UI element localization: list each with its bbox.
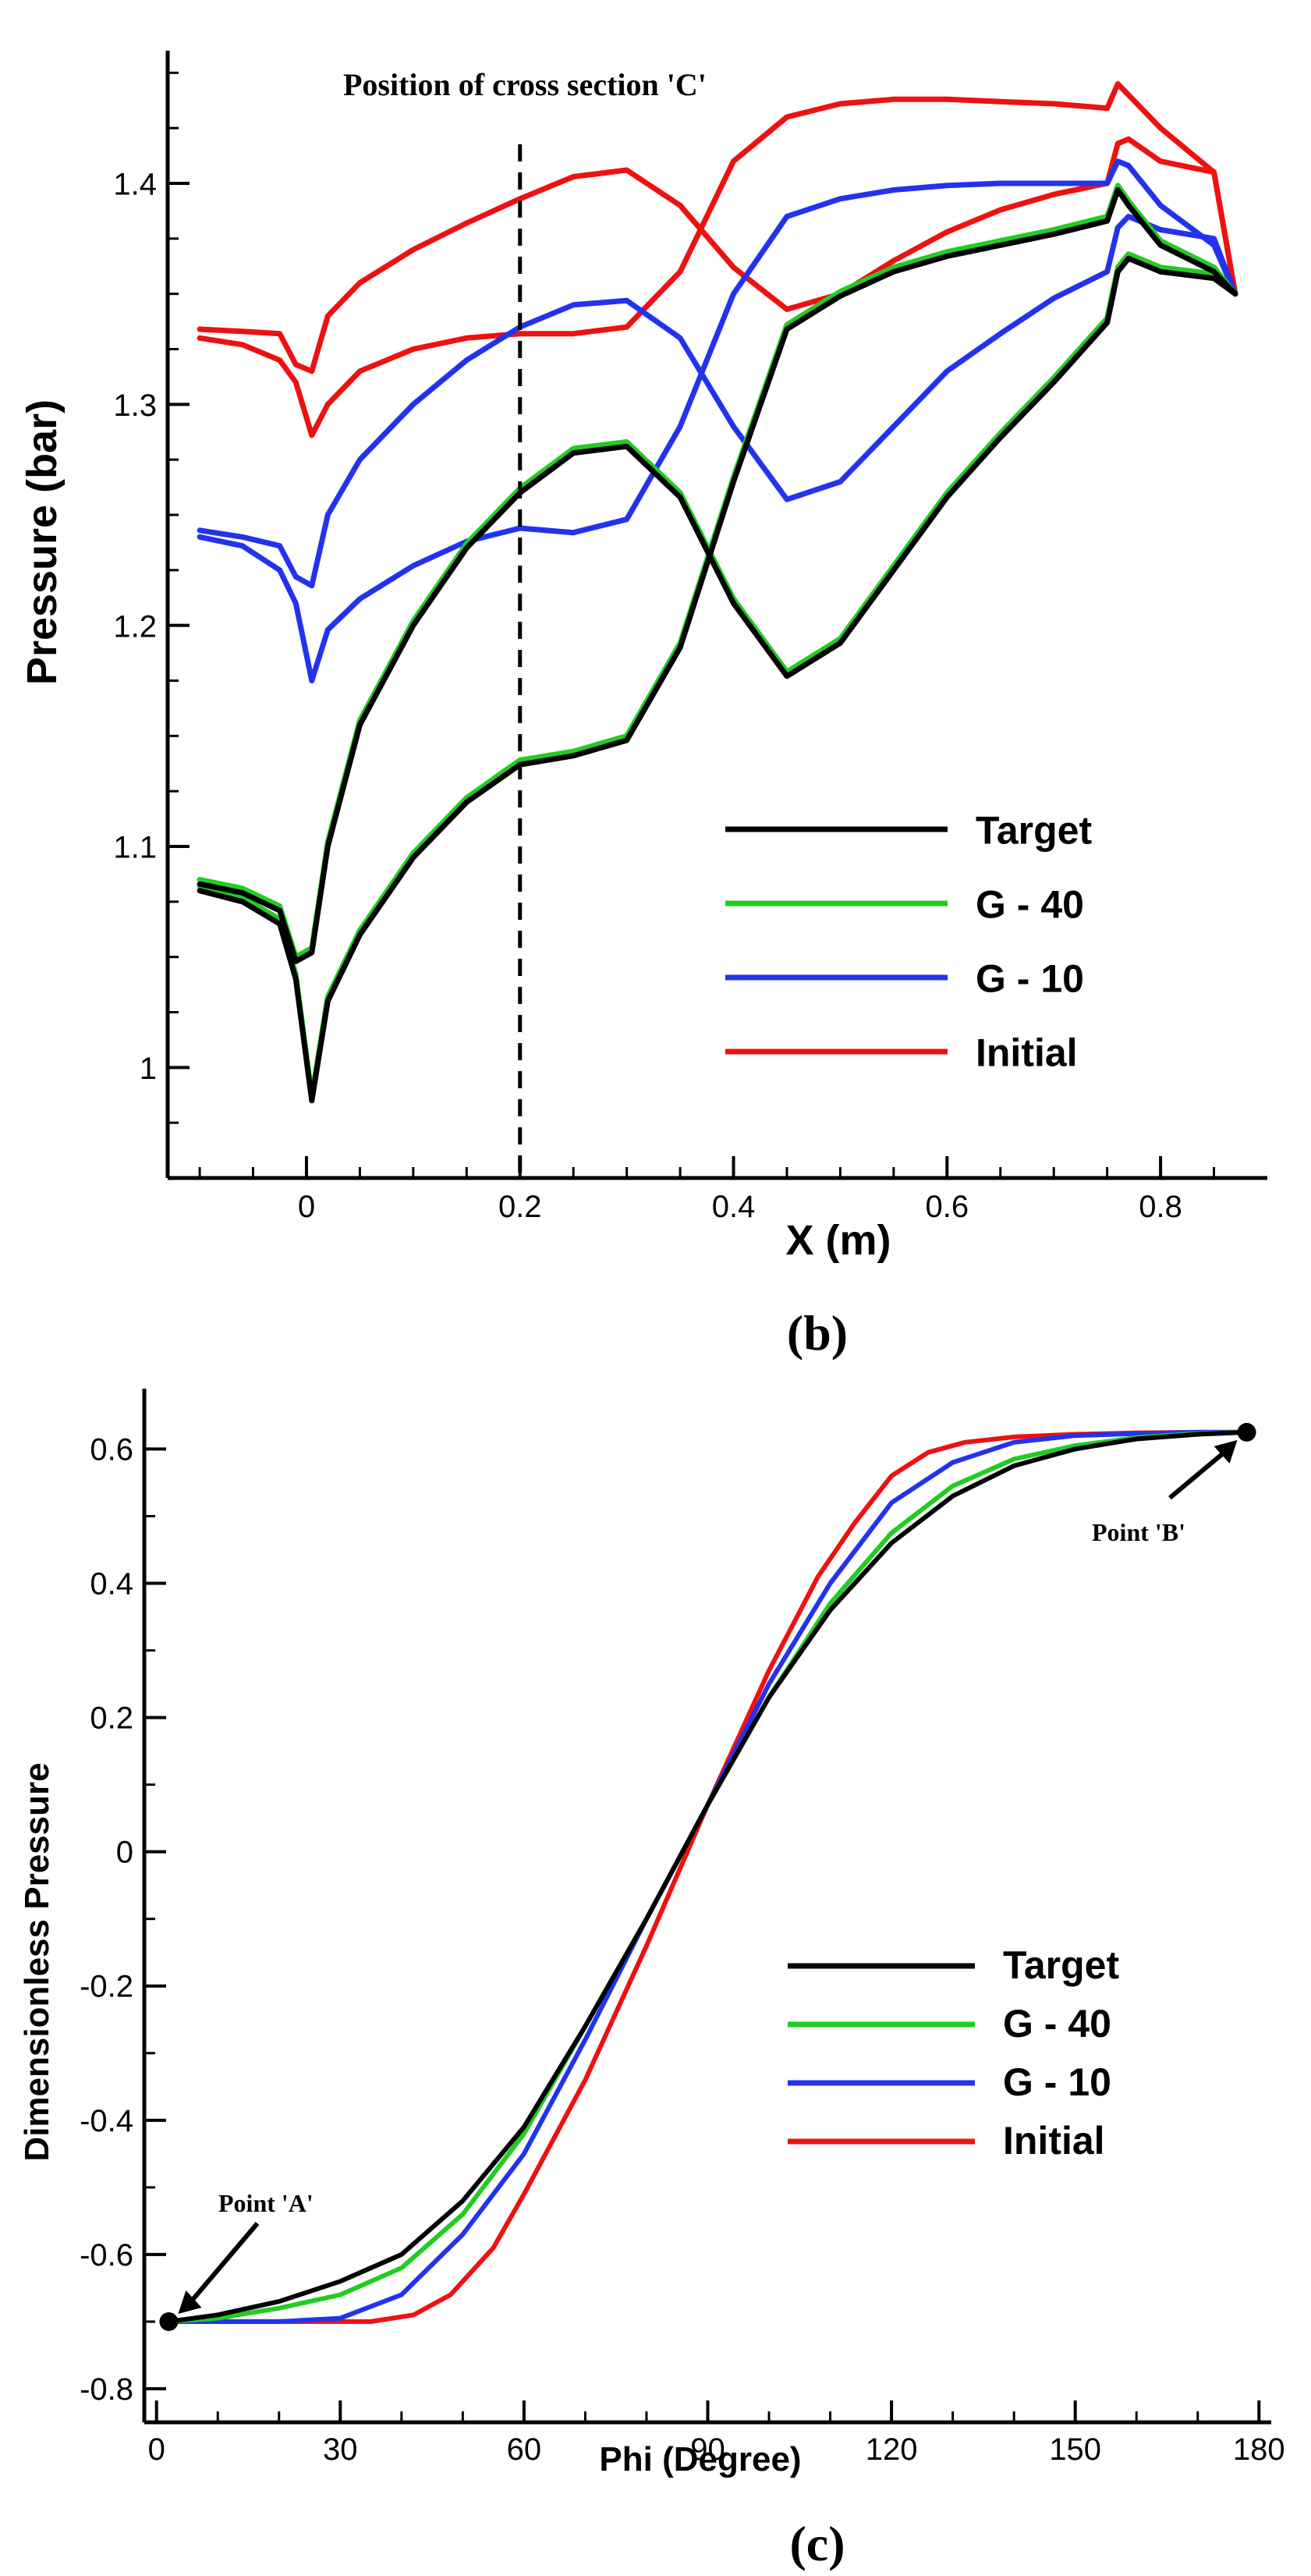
chart-b-legend: Target G - 40 G - 10 Initial (725, 809, 1092, 1075)
point-b-marker (1237, 1422, 1256, 1442)
chart-c-legend-label: G - 10 (1003, 2060, 1111, 2104)
chart-b-x-tick-label: 0 (298, 1190, 315, 1224)
chart-b-y-tick-label: 1.2 (113, 609, 157, 644)
chart-c-y-tick-label: -0.8 (80, 2372, 133, 2407)
chart-c-y-tick-label: -0.2 (80, 1970, 133, 2004)
chart-c-y-tick-label: -0.4 (80, 2104, 133, 2138)
chart-c-series-layer (166, 1429, 1249, 2324)
chart-c-y-axis-title: Dimensionless Pressure (18, 1762, 56, 2161)
chart-b-axes: 0 0.2 0.4 0.6 0.8 1 1.1 1.2 1.3 1.4 (113, 51, 1267, 1224)
chart-c-y-tick-label: 0 (116, 1836, 133, 1870)
chart-c-x-tick-label: 150 (1049, 2432, 1101, 2467)
chart-c-y-tick-label: 0.6 (90, 1432, 133, 1467)
chart-b-x-tick-label: 0.6 (926, 1190, 969, 1224)
chart-b-x-axis-title: X (m) (786, 1217, 891, 1264)
chart-c-legend-label: Target (1003, 1943, 1119, 1987)
chart-b-panel-label: (b) (787, 1305, 848, 1361)
chart-c-y-tick-label: -0.6 (80, 2238, 133, 2273)
chart-c-annotations: Point 'A' Point 'B' (159, 1422, 1256, 2331)
chart-b-y-axis-title: Pressure (bar) (19, 399, 66, 685)
chart-b-y-tick-label: 1.4 (113, 168, 157, 202)
chart-b-x-tick-label: 0.4 (712, 1190, 756, 1224)
chart-b-series-line-lower (197, 158, 1238, 683)
chart-c-legend-label: G - 40 (1003, 2002, 1111, 2046)
chart-b-series-layer (197, 81, 1238, 1178)
chart-c-panel-label: (c) (789, 2516, 845, 2571)
chart-b-series-line-upper (197, 255, 1238, 964)
chart-c-x-axis-title: Phi (Degree) (599, 2440, 801, 2478)
point-b-arrow-head (1214, 1439, 1238, 1464)
chart-b-y-tick-label: 1 (140, 1052, 157, 1086)
chart-c-x-tick-label: 60 (507, 2432, 542, 2467)
chart-c-x-tick-label: 180 (1233, 2432, 1285, 2467)
chart-b-legend-label: G - 10 (976, 957, 1084, 1001)
chart-c-legend: Target G - 40 G - 10 Initial (788, 1943, 1119, 2163)
chart-c-y-tick-label: 0.4 (90, 1567, 133, 1602)
chart-b-legend-label: Initial (976, 1031, 1078, 1075)
chart-c-x-tick-label: 30 (323, 2432, 358, 2467)
chart-b-x-tick-label: 0.8 (1139, 1190, 1182, 1224)
chart-b-x-tick-label: 0.2 (498, 1190, 542, 1224)
chart-b-series-line-lower (197, 81, 1238, 438)
point-a-arrow-shaft (184, 2222, 260, 2309)
chart-panel-b: 0 0.2 0.4 0.6 0.8 1 1.1 1.2 1.3 1.4 Position of c… (19, 51, 1267, 1361)
chart-b-y-tick-label: 1.1 (113, 831, 157, 865)
point-a-marker (159, 2312, 179, 2331)
chart-b-series-line-upper (197, 136, 1238, 374)
point-b-arrow-shaft (1168, 1446, 1231, 1500)
chart-c-x-tick-label: 0 (148, 2432, 165, 2467)
chart-c-axes: 0 30 60 90 120 150 180 -0.8 -0.6 -0.4 -0.2 0 0.2 0.4 0… (80, 1389, 1285, 2467)
chart-c-x-tick-label: 90 (690, 2432, 725, 2467)
chart-c-x-tick-label: 120 (866, 2432, 918, 2467)
chart-c-legend-label: Initial (1003, 2119, 1105, 2163)
chart-b-y-tick-label: 1.3 (113, 389, 157, 423)
chart-b-annotation: Position of cross section 'C' (343, 67, 707, 102)
chart-c-y-tick-label: 0.2 (90, 1701, 133, 1736)
chart-b-legend-label: Target (976, 809, 1092, 853)
chart-panel-c: 0 30 60 90 120 150 180 -0.8 -0.6 -0.4 -0.2 0 0.2 0.4 0… (18, 1389, 1285, 2571)
point-a-label: Point 'A' (218, 2189, 314, 2217)
chart-b-series-line-upper (197, 214, 1238, 589)
chart-c-series-line (166, 1429, 1249, 2324)
chart-b-series-line-lower (197, 187, 1238, 1104)
chart-b-legend-label: G - 40 (976, 883, 1084, 927)
point-a-arrow-head (178, 2290, 202, 2314)
point-b-label: Point 'B' (1092, 1518, 1185, 1546)
